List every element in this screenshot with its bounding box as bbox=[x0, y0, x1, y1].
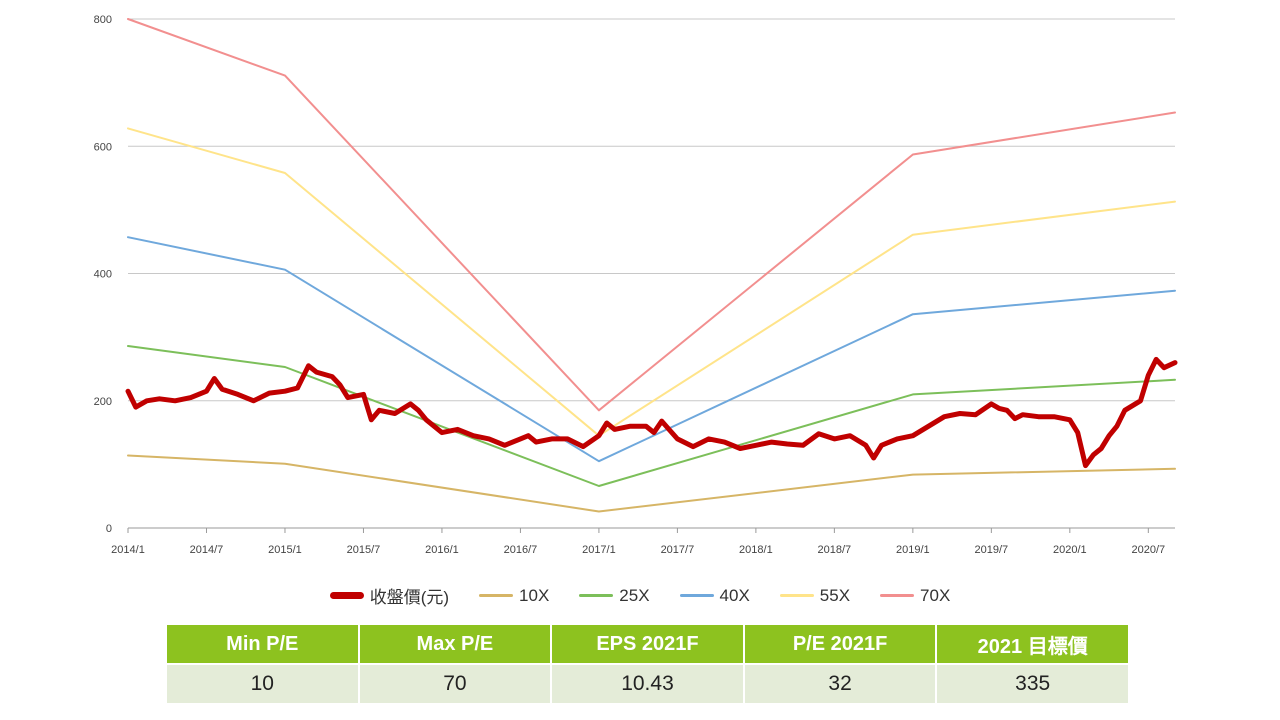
legend-item-70x: 70X bbox=[880, 586, 950, 606]
legend-label: 收盤價(元) bbox=[369, 588, 450, 607]
legend-swatch bbox=[880, 594, 915, 597]
pe-summary-table: Min P/E Max P/E EPS 2021F P/E 2021F 2021… bbox=[165, 623, 1130, 705]
legend-swatch bbox=[479, 594, 514, 597]
legend-label: 40X bbox=[719, 585, 750, 605]
legend-label: 10X bbox=[519, 585, 550, 605]
series-line-40x bbox=[127, 236, 1176, 463]
series-line-70x bbox=[127, 18, 1176, 412]
x-tick-label: 2018/1 bbox=[739, 544, 773, 556]
cell-target-price: 335 bbox=[935, 663, 1130, 705]
header-pe-2021f: P/E 2021F bbox=[742, 623, 938, 665]
series-line-10x bbox=[127, 454, 1176, 513]
header-min-pe: Min P/E bbox=[165, 623, 360, 665]
series-line-25x bbox=[127, 345, 1176, 487]
pe-band-chart: 0 200 400 600 800 2014/1 2014/7 2015/1 2015/7 201… bbox=[94, 14, 1178, 556]
y-tick-label: 200 bbox=[94, 396, 112, 408]
legend-swatch bbox=[329, 592, 364, 599]
table-header-row: Min P/E Max P/E EPS 2021F P/E 2021F 2021… bbox=[165, 623, 1130, 665]
legend-label: 70X bbox=[920, 585, 951, 605]
series-line-price bbox=[125, 356, 1178, 469]
legend-label: 55X bbox=[819, 585, 851, 605]
x-tick-label: 2016/1 bbox=[425, 544, 459, 556]
x-tick-label: 2020/7 bbox=[1131, 544, 1165, 556]
legend-swatch bbox=[779, 594, 814, 597]
y-tick-label: 800 bbox=[94, 14, 112, 26]
chart-legend: 收盤價(元) 10X 25X 40X 55X 70X bbox=[0, 583, 1280, 608]
legend-item-40x: 40X bbox=[679, 585, 750, 606]
header-max-pe: Max P/E bbox=[357, 623, 553, 665]
y-tick-label: 600 bbox=[94, 141, 112, 153]
legend-item-55x: 55X bbox=[779, 585, 851, 606]
header-target-price: 2021 目標價 bbox=[935, 623, 1130, 665]
legend-label: 25X bbox=[619, 585, 650, 605]
legend-swatch bbox=[679, 594, 714, 597]
header-eps-2021f: EPS 2021F bbox=[550, 623, 745, 665]
x-tick-label: 2016/7 bbox=[504, 544, 538, 556]
y-tick-label: 0 bbox=[106, 523, 112, 535]
cell-max-pe: 70 bbox=[357, 663, 553, 705]
x-tick-label: 2015/7 bbox=[347, 544, 381, 556]
x-tick-label: 2019/7 bbox=[975, 544, 1009, 556]
x-tick-label: 2017/1 bbox=[582, 544, 616, 556]
cell-min-pe: 10 bbox=[165, 663, 360, 705]
x-tick-label: 2019/1 bbox=[896, 544, 930, 556]
x-tick-label: 2017/7 bbox=[661, 544, 695, 556]
legend-item-10x: 10X bbox=[479, 586, 549, 606]
table-row: 10 70 10.43 32 335 bbox=[165, 663, 1130, 705]
x-tick-label: 2015/1 bbox=[268, 544, 302, 556]
x-tick-label: 2014/7 bbox=[190, 544, 224, 556]
cell-pe-2021f: 32 bbox=[742, 663, 938, 705]
x-tick-label: 2014/1 bbox=[111, 544, 145, 556]
legend-item-price: 收盤價(元) bbox=[329, 583, 450, 608]
x-tick-label: 2020/1 bbox=[1053, 544, 1087, 556]
x-tick-label: 2018/7 bbox=[818, 544, 852, 556]
legend-swatch bbox=[579, 594, 614, 597]
y-tick-label: 400 bbox=[94, 269, 112, 281]
legend-item-25x: 25X bbox=[579, 585, 650, 606]
cell-eps-2021f: 10.43 bbox=[550, 663, 745, 705]
